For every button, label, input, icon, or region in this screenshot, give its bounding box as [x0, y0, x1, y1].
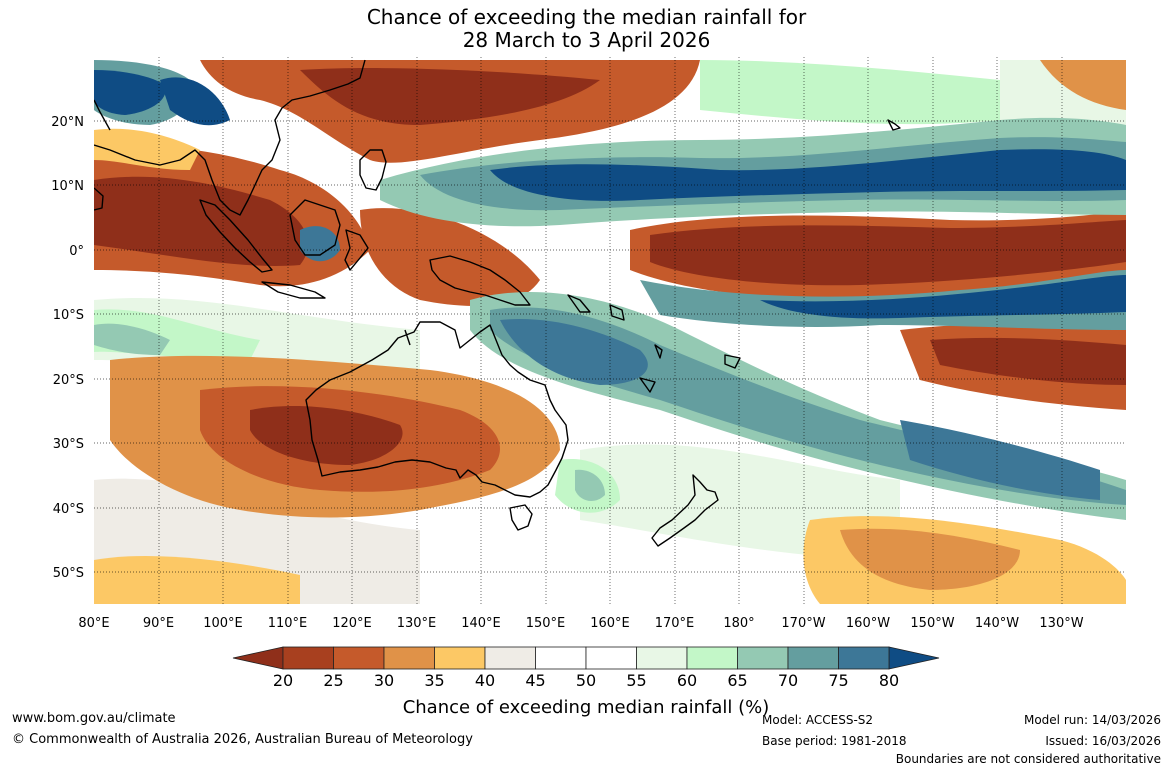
sulawesi-coastline [344, 229, 369, 271]
new-zealand-coastline [651, 474, 719, 547]
anomaly-fields [94, 60, 1126, 604]
longitude-labels: 80°E 90°E 100°E 110°E 120°E 130°E 140°E 150°E 16… [78, 616, 1083, 631]
colorbar-segment [585, 646, 637, 670]
colorbar-segment [282, 646, 334, 670]
lon-label: 170°E [655, 616, 695, 631]
india-coastline [94, 99, 111, 131]
disclaimer: Boundaries are not considered authoritat… [895, 752, 1161, 766]
colorbar-segment [434, 646, 486, 670]
java-coastline [261, 281, 326, 299]
colorbar-tick-label: 80 [879, 671, 899, 690]
lon-label: 130°W [1039, 616, 1083, 631]
australia-coastline [305, 321, 569, 498]
map-title-line-1: Chance of exceeding the median rainfall … [366, 5, 807, 29]
lon-label: 150°W [910, 616, 954, 631]
lon-label: 80°E [78, 616, 109, 631]
lon-label: 90°E [143, 616, 174, 631]
colorbar-tick-label: 75 [828, 671, 848, 690]
lon-label: 140°E [461, 616, 501, 631]
latitude-labels: 20°N 10°N 0° 10°S 20°S 30°S 40°S 50°S [51, 115, 84, 581]
lon-label: 130°E [397, 616, 437, 631]
philippines-coastline [359, 149, 387, 191]
colorbar-tick-label: 70 [778, 671, 798, 690]
model-name: Model: ACCESS-S2 [762, 713, 874, 727]
colorbar-tick-label: 60 [677, 671, 697, 690]
colorbar-segment [484, 646, 536, 670]
lon-label: 170°W [781, 616, 825, 631]
lon-label: 160°W [846, 616, 890, 631]
colorbar-tick-label: 40 [475, 671, 495, 690]
lat-label: 20°S [53, 373, 84, 388]
colorbar-segment [737, 646, 789, 670]
borneo-coastline [289, 199, 341, 256]
lat-label: 10°S [53, 308, 84, 323]
new-guinea-coastline [429, 255, 531, 306]
colorbar-segment [636, 646, 688, 670]
tasmania-coastline [509, 504, 533, 531]
colorbar-tick-label: 65 [727, 671, 747, 690]
model-run-date: Model run: 14/03/2026 [1023, 713, 1161, 727]
lon-label: 150°E [526, 616, 566, 631]
map-title-line-2: 28 March to 3 April 2026 [462, 28, 711, 52]
lon-label: 180° [723, 616, 754, 631]
lat-label: 50°S [53, 566, 84, 581]
sri-lanka-coastline [94, 187, 104, 211]
colorbar-segment [333, 646, 385, 670]
base-period: Base period: 1981-2018 [762, 734, 907, 748]
lon-label: 110°E [268, 616, 308, 631]
colorbar-tick-label: 45 [525, 671, 545, 690]
lat-label: 30°S [53, 437, 84, 452]
lat-label: 10°N [51, 179, 84, 194]
colorbar-tick-label: 50 [576, 671, 596, 690]
lat-label: 0° [69, 244, 84, 259]
colorbar-segment [383, 646, 435, 670]
colorbar-tick-label: 30 [374, 671, 394, 690]
website-link[interactable]: www.bom.gov.au/climate [12, 711, 176, 726]
sumatra-coastline [199, 199, 273, 273]
lat-label: 20°N [51, 115, 84, 130]
lon-label: 140°W [975, 616, 1019, 631]
lon-label: 100°E [203, 616, 243, 631]
colorbar-segment [838, 646, 890, 670]
coastlines [94, 59, 901, 547]
colorbar: 20 25 30 35 40 45 50 55 60 65 70 75 80 Chance of exc… [232, 646, 940, 718]
colorbar-tick-label: 55 [626, 671, 646, 690]
colorbar-segment [535, 646, 587, 670]
colorbar-segment [787, 646, 839, 670]
colorbar-tick-label: 35 [424, 671, 444, 690]
colorbar-segment [686, 646, 738, 670]
colorbar-low-extension [232, 646, 284, 670]
colorbar-tick-label: 20 [273, 671, 293, 690]
copyright-text: © Commonwealth of Australia 2026, Austra… [12, 732, 473, 747]
lon-label: 160°E [590, 616, 630, 631]
lat-label: 40°S [53, 502, 84, 517]
colorbar-high-extension [888, 646, 940, 670]
colorbar-label: Chance of exceeding median rainfall (%) [403, 697, 770, 718]
lon-label: 120°E [332, 616, 372, 631]
issued-date: Issued: 16/03/2026 [1045, 734, 1161, 748]
asia-coastline [94, 59, 366, 216]
colorbar-tick-label: 25 [323, 671, 343, 690]
